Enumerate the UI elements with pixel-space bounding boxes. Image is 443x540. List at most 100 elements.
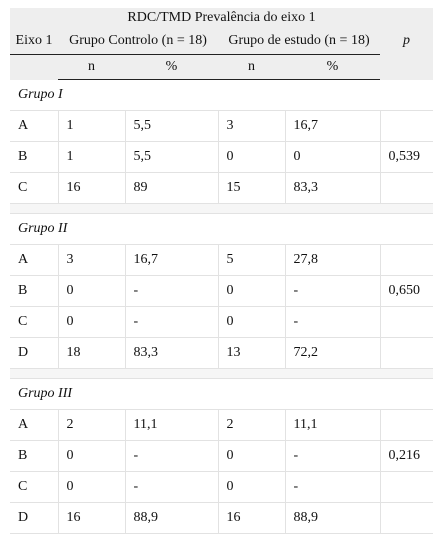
- row-label: D: [10, 337, 58, 369]
- group-name: Grupo II: [10, 213, 434, 245]
- p-value: [379, 502, 434, 534]
- data-cell: -: [284, 306, 380, 338]
- data-cell: 0: [217, 471, 285, 503]
- p-value: 0,539: [379, 141, 434, 173]
- data-cell: -: [124, 440, 218, 472]
- row-label: B: [10, 440, 58, 472]
- data-cell: 0: [217, 275, 285, 307]
- data-cell: 83,3: [124, 337, 218, 369]
- data-row: A 2 11,1 2 11,1: [10, 409, 434, 441]
- data-cell: 16,7: [284, 110, 380, 142]
- p-value: [379, 306, 434, 338]
- header-row: Eixo 1 Grupo Controlo (n = 18) Grupo de …: [10, 28, 434, 55]
- spacer-row: [10, 203, 434, 214]
- data-cell: 0: [57, 440, 125, 472]
- data-cell: 16: [57, 502, 125, 534]
- header-cell: Eixo 1: [10, 28, 58, 55]
- spacer-row: [10, 368, 434, 379]
- data-cell: 0: [284, 141, 380, 173]
- subheader-cell: n: [218, 54, 285, 80]
- p-value: [379, 244, 434, 276]
- data-cell: 5,5: [124, 110, 218, 142]
- subheader-cell: %: [125, 54, 218, 80]
- data-cell: 13: [217, 337, 285, 369]
- data-cell: 0: [57, 275, 125, 307]
- data-cell: 0: [217, 141, 285, 173]
- row-label: D: [10, 502, 58, 534]
- data-cell: 83,3: [284, 172, 380, 204]
- data-cell: 2: [57, 409, 125, 441]
- data-cell: 0: [57, 306, 125, 338]
- data-cell: 89: [124, 172, 218, 204]
- data-cell: 0: [57, 471, 125, 503]
- p-value: 0,650: [379, 275, 434, 307]
- p-value: 0,216: [379, 440, 434, 472]
- data-cell: 3: [217, 110, 285, 142]
- subheader-cell: n: [58, 54, 125, 80]
- table-body: RDC/TMD Prevalência do eixo 1 Eixo 1 Gru…: [10, 8, 434, 534]
- data-row: D 16 88,9 16 88,9: [10, 502, 434, 534]
- data-cell: -: [284, 440, 380, 472]
- subheader-row: n % n %: [10, 54, 434, 80]
- data-cell: -: [124, 306, 218, 338]
- group-row: Grupo I: [10, 79, 434, 111]
- row-label: C: [10, 306, 58, 338]
- group-row: Grupo III: [10, 378, 434, 410]
- p-value: [379, 409, 434, 441]
- data-cell: 11,1: [124, 409, 218, 441]
- data-row: B 0-0-0,216: [10, 440, 434, 472]
- data-cell: 27,8: [284, 244, 380, 276]
- prevalence-table: RDC/TMD Prevalência do eixo 1 Eixo 1 Gru…: [10, 8, 434, 534]
- header-cell: Grupo de estudo (n = 18): [218, 28, 380, 55]
- group-name: Grupo I: [10, 79, 434, 111]
- data-cell: 2: [217, 409, 285, 441]
- header-cell: p: [380, 28, 434, 55]
- data-cell: -: [124, 471, 218, 503]
- p-value: [379, 110, 434, 142]
- spacer-cell: [10, 203, 434, 214]
- data-cell: -: [284, 275, 380, 307]
- data-row: B 0-0-0,650: [10, 275, 434, 307]
- header-cell: [10, 54, 58, 80]
- title-row: RDC/TMD Prevalência do eixo 1: [10, 8, 434, 28]
- data-cell: 72,2: [284, 337, 380, 369]
- data-cell: 1: [57, 141, 125, 173]
- data-row: C 16 89 15 83,3: [10, 172, 434, 204]
- data-cell: 5,5: [124, 141, 218, 173]
- data-cell: 18: [57, 337, 125, 369]
- row-label: A: [10, 244, 58, 276]
- data-cell: -: [284, 471, 380, 503]
- data-cell: 16: [57, 172, 125, 204]
- group-row: Grupo II: [10, 213, 434, 245]
- data-cell: 0: [217, 306, 285, 338]
- subheader-cell: %: [285, 54, 380, 80]
- header-cell: Grupo Controlo (n = 18): [58, 28, 218, 55]
- data-row: B 1 5,5 0 0 0,539: [10, 141, 434, 173]
- data-row: A 3 16,7 5 27,8: [10, 244, 434, 276]
- row-label: C: [10, 172, 58, 204]
- row-label: B: [10, 275, 58, 307]
- data-row: A 1 5,5 3 16,7: [10, 110, 434, 142]
- p-value: [379, 471, 434, 503]
- group-name: Grupo III: [10, 378, 434, 410]
- data-cell: 88,9: [124, 502, 218, 534]
- spacer-cell: [10, 368, 434, 379]
- header-cell: [380, 54, 434, 80]
- data-cell: 1: [57, 110, 125, 142]
- table-title: RDC/TMD Prevalência do eixo 1: [10, 8, 434, 28]
- data-cell: 15: [217, 172, 285, 204]
- data-cell: 11,1: [284, 409, 380, 441]
- row-label: A: [10, 110, 58, 142]
- p-value: [379, 337, 434, 369]
- data-cell: 88,9: [284, 502, 380, 534]
- data-cell: -: [124, 275, 218, 307]
- data-row: D 18 83,3 13 72,2: [10, 337, 434, 369]
- data-cell: 5: [217, 244, 285, 276]
- p-value: [379, 172, 434, 204]
- row-label: B: [10, 141, 58, 173]
- data-cell: 16,7: [124, 244, 218, 276]
- data-cell: 0: [217, 440, 285, 472]
